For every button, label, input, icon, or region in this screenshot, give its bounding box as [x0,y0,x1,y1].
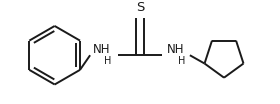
Text: H: H [104,56,112,66]
Text: NH: NH [93,43,111,56]
Text: NH: NH [167,43,184,56]
Text: H: H [178,56,185,66]
Text: S: S [136,1,144,14]
